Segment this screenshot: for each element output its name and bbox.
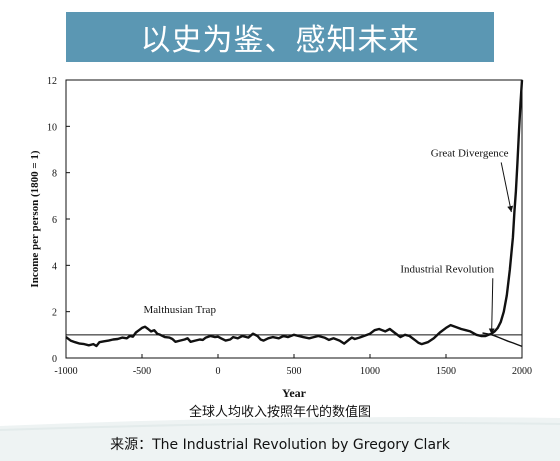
x-tick-label: 0	[216, 366, 221, 377]
y-tick-label: 12	[47, 76, 57, 87]
x-tick-label: 1500	[436, 366, 456, 377]
series-layer	[65, 79, 524, 348]
annotation-arrow	[500, 162, 514, 213]
x-tick-label: 500	[287, 366, 302, 377]
y-tick-label: 6	[52, 215, 57, 226]
plot-frame	[65, 79, 523, 359]
ticks-layer: -1000 -500 0 500 1000 1500 2000 0 2 4 6 8 10 12	[47, 76, 532, 377]
y-tick-label: 8	[52, 169, 57, 180]
y-tick-label: 2	[52, 308, 57, 319]
x-axis-label: Year	[282, 386, 307, 400]
y-tick-label: 0	[52, 354, 57, 365]
annotation-arrow	[488, 278, 495, 335]
y-axis-label: Income per person (1800 = 1)	[29, 150, 41, 287]
page-title: 以史为鉴、感知未来	[66, 12, 494, 62]
x-tick-label: 1000	[360, 366, 380, 377]
x-tick-label: -500	[133, 366, 151, 377]
bottom-decoration	[0, 417, 560, 461]
source-caption: 来源：The Industrial Revolution by Gregory …	[110, 437, 450, 453]
x-tick-label: -1000	[54, 366, 77, 377]
x-tick-label: 2000	[512, 366, 532, 377]
annotation-label: Great Divergence	[431, 147, 509, 159]
y-tick-label: 4	[52, 261, 57, 272]
chart-caption: 全球人均收入按照年代的数值图	[188, 405, 371, 420]
annotation-label: Malthusian Trap	[144, 304, 217, 316]
annotation-layer: Malthusian Trap Industrial Revolution Grea…	[144, 147, 514, 335]
annotation-label: Industrial Revolution	[400, 263, 494, 275]
y-tick-label: 10	[47, 122, 57, 133]
income-series-line	[65, 79, 524, 348]
decline-series-line	[482, 332, 523, 348]
income-chart: -1000 -500 0 500 1000 1500 2000 0 2 4 6 8 10 12 Malth…	[29, 76, 532, 400]
